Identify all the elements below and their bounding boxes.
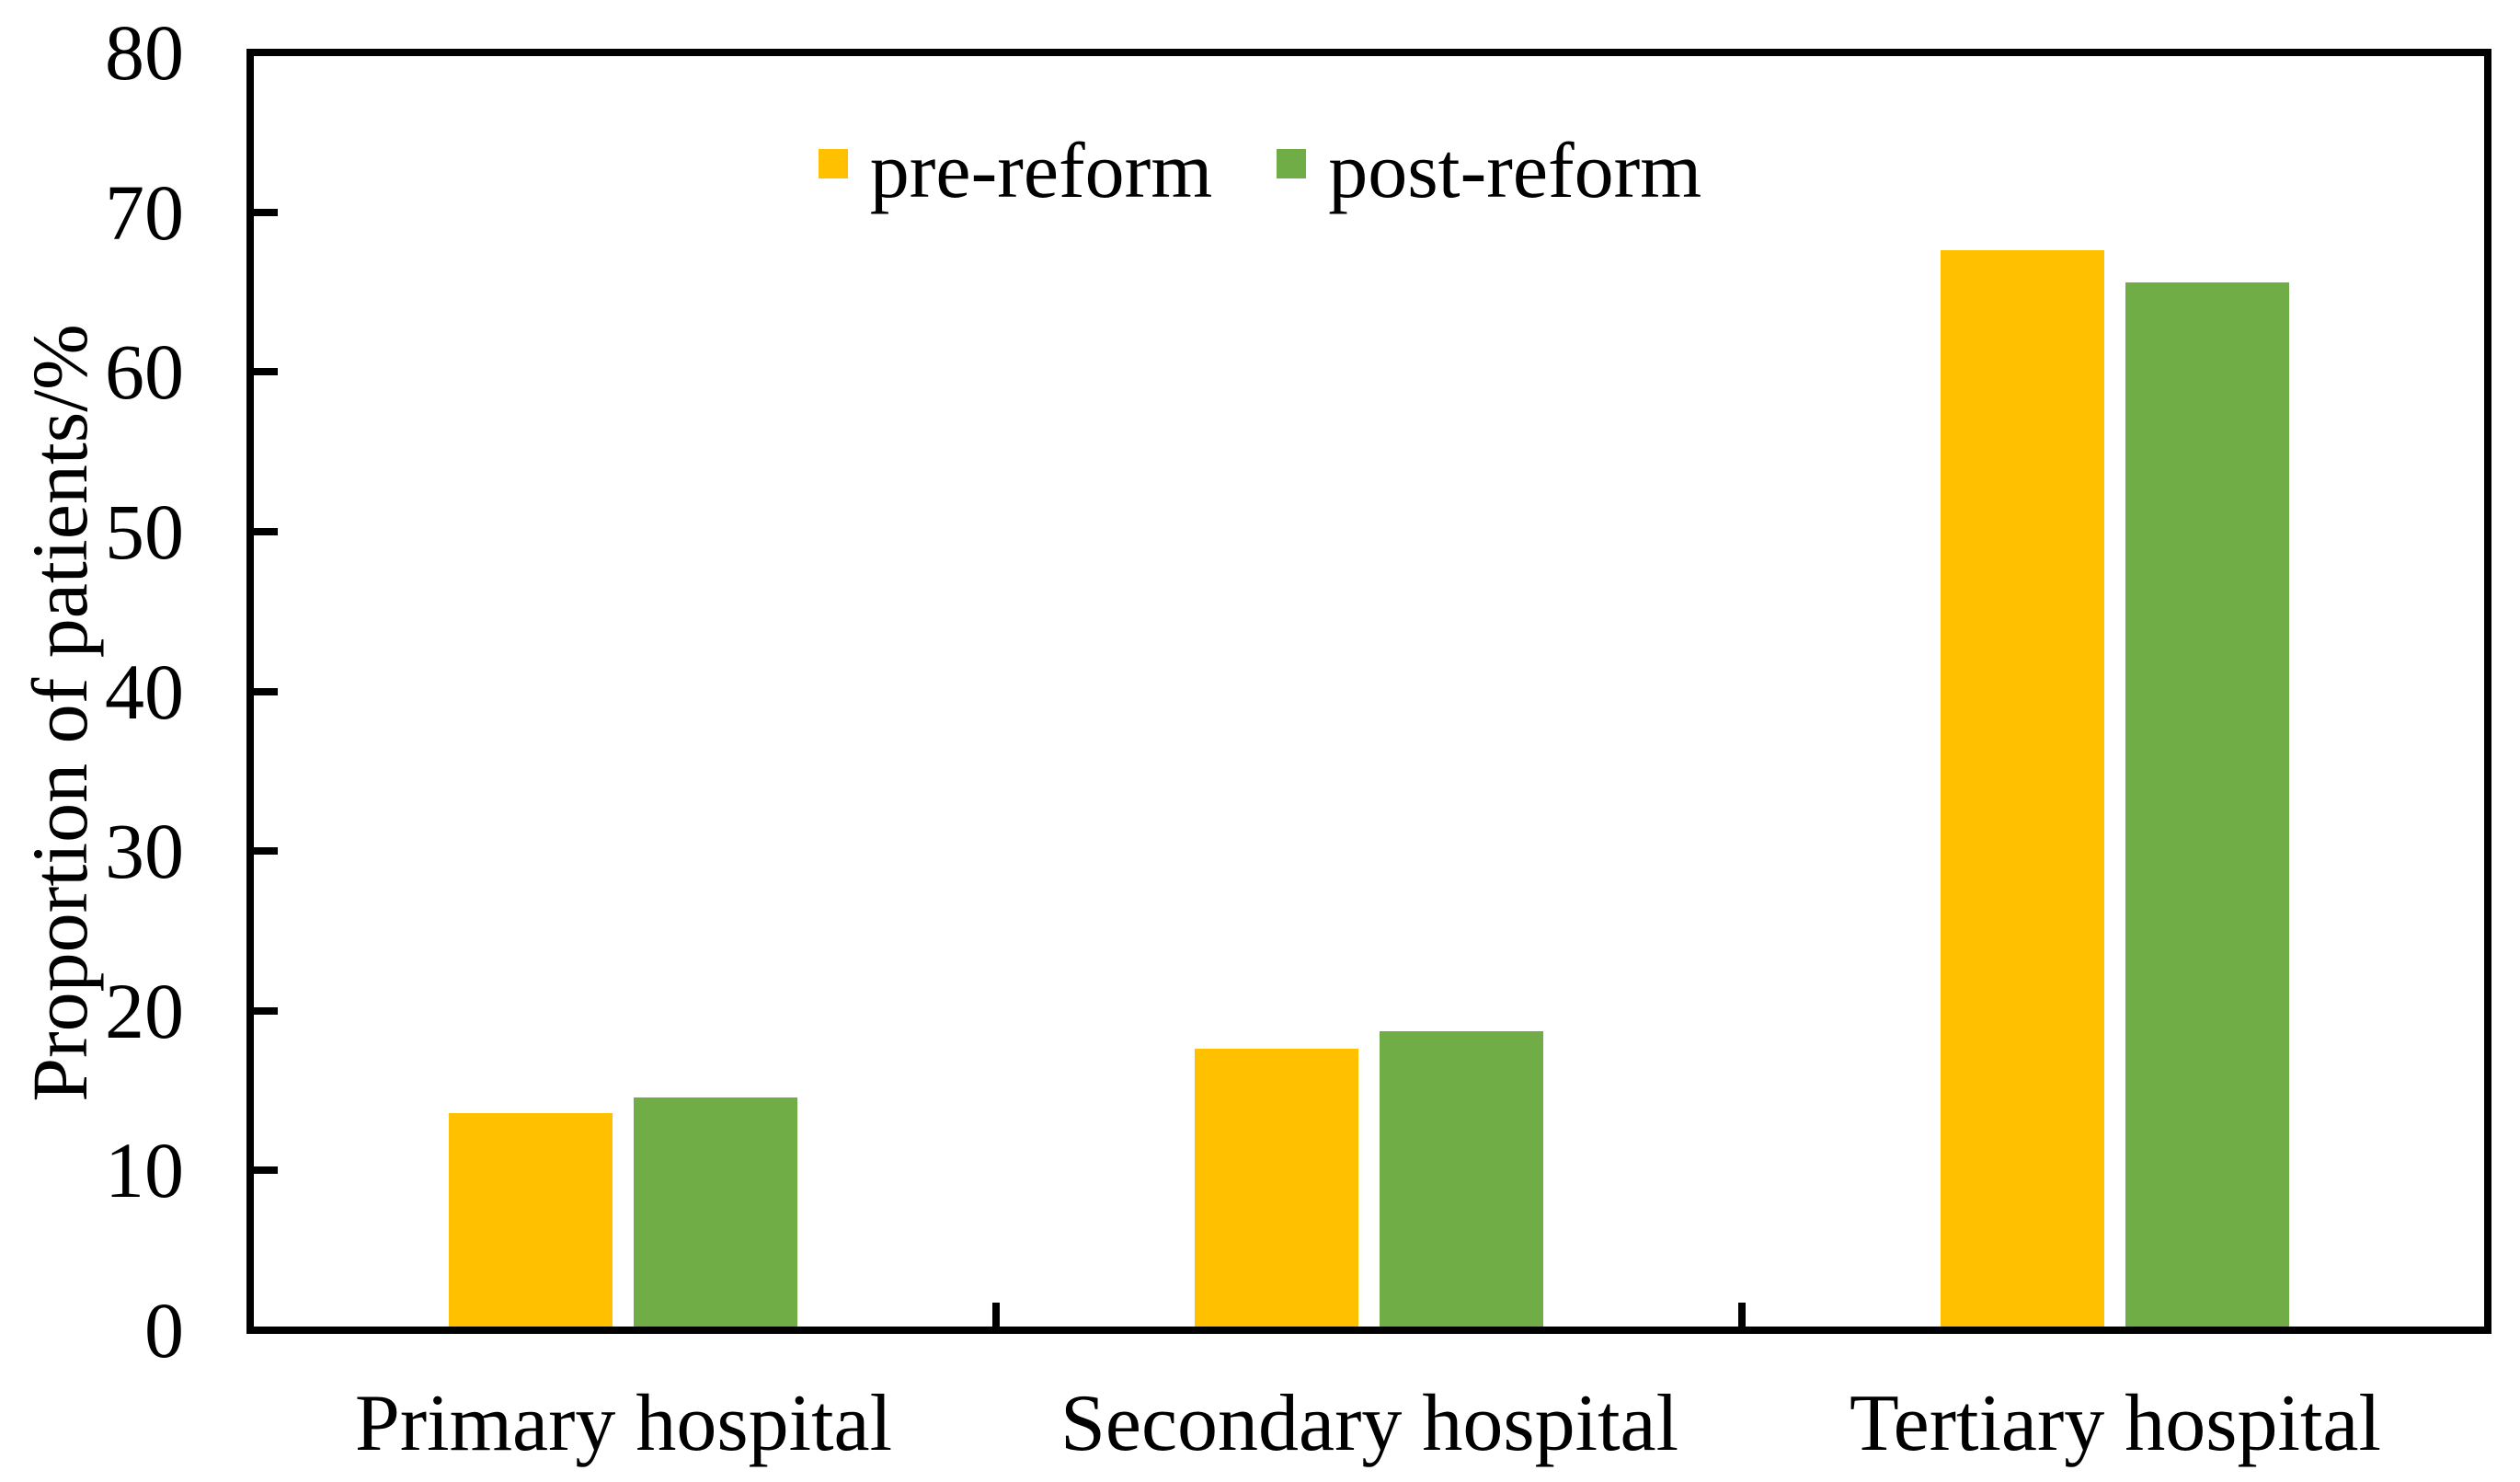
plot-area [250, 52, 2488, 1330]
legend-item-pre-reform: pre-reform [818, 124, 1213, 216]
y-tick-20 [254, 1006, 278, 1015]
x-category-label-primary-hospital: Primary hospital [354, 1379, 893, 1468]
y-tick-label-20: 20 [105, 966, 184, 1055]
legend-label-pre-reform: pre-reform [869, 126, 1213, 214]
legend-swatch-post-reform [1277, 149, 1307, 178]
bar-post-reform-tertiary-hospital [2125, 282, 2289, 1330]
y-tick-label-10: 10 [105, 1126, 184, 1215]
y-tick-10 [254, 1166, 278, 1175]
y-tick-50 [254, 527, 278, 535]
x-boundary-tick-2 [1738, 1303, 1746, 1327]
legend: pre-reform post-reform [0, 124, 2520, 216]
y-tick-70 [254, 208, 278, 216]
x-category-label-tertiary-hospital: Tertiary hospital [1850, 1379, 2381, 1468]
bar-post-reform-secondary-hospital [1380, 1031, 1543, 1330]
y-tick-label-70: 70 [105, 167, 184, 257]
legend-swatch-pre-reform [818, 149, 848, 178]
bar-pre-reform-tertiary-hospital [1941, 250, 2104, 1330]
y-tick-label-60: 60 [105, 327, 184, 417]
y-tick-60 [254, 368, 278, 376]
y-tick-30 [254, 847, 278, 856]
y-tick-label-30: 30 [105, 807, 184, 896]
y-tick-label-40: 40 [105, 647, 184, 736]
plot-frame [246, 49, 2491, 1334]
bar-post-reform-primary-hospital [634, 1097, 797, 1330]
bar-pre-reform-primary-hospital [449, 1113, 613, 1330]
y-tick-40 [254, 687, 278, 695]
y-tick-label-80: 80 [105, 8, 184, 97]
bar-pre-reform-secondary-hospital [1195, 1049, 1358, 1330]
x-boundary-tick-1 [992, 1303, 1000, 1327]
legend-label-post-reform: post-reform [1328, 126, 1702, 214]
y-tick-label-50: 50 [105, 487, 184, 576]
y-tick-label-0: 0 [144, 1286, 184, 1374]
legend-item-post-reform: post-reform [1277, 124, 1701, 216]
x-category-label-secondary-hospital: Secondary hospital [1060, 1379, 1679, 1468]
